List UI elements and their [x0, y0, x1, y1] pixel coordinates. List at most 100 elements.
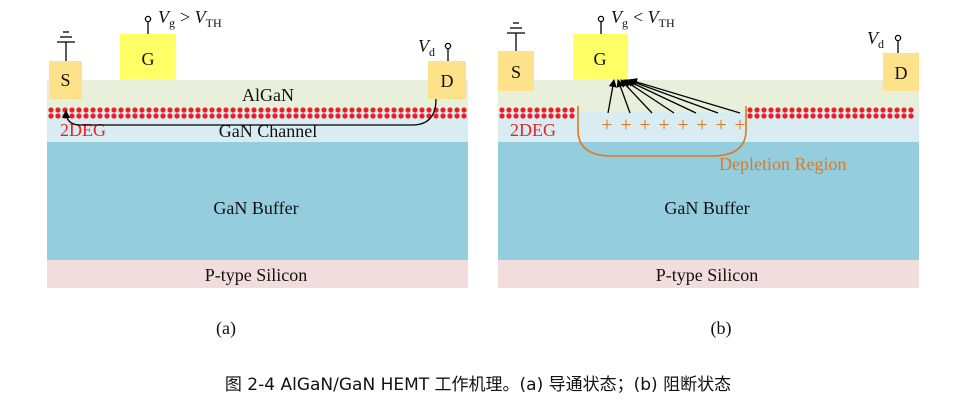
- electron-dot: [541, 107, 547, 113]
- electron-dot: [754, 113, 760, 119]
- electron-dot: [188, 113, 194, 119]
- electron-dot: [775, 113, 781, 119]
- electron-dot: [569, 113, 575, 119]
- electron-dot: [440, 107, 446, 113]
- electron-dot: [69, 107, 75, 113]
- electron-dot: [286, 107, 292, 113]
- source-electrode-a: [49, 61, 82, 99]
- deg-label-b: 2DEG: [510, 120, 556, 140]
- electron-flow-arrow-a: [62, 98, 437, 126]
- electron-dot: [377, 113, 383, 119]
- positive-charge: +: [620, 114, 631, 136]
- gan-buffer-layer-a: [47, 142, 468, 260]
- electron-dot: [887, 107, 893, 113]
- positive-charge: +: [658, 114, 669, 136]
- electron-dot: [328, 107, 334, 113]
- electron-dot: [461, 107, 467, 113]
- electron-dot: [761, 113, 767, 119]
- algan-label-a: AlGaN: [242, 85, 294, 105]
- electron-dot: [97, 107, 103, 113]
- caption-b: (b): [711, 318, 732, 339]
- electron-dot: [279, 107, 285, 113]
- electron-dot: [342, 113, 348, 119]
- drain-voltage-label-b: Vd: [867, 28, 884, 51]
- electron-dot: [513, 113, 519, 119]
- gate-voltage-label-b: Vg < VTH: [611, 7, 675, 30]
- electron-dot: [894, 107, 900, 113]
- electron-dot: [454, 107, 460, 113]
- source-electrode-b: [498, 51, 534, 91]
- electron-dot: [174, 113, 180, 119]
- electron-dot: [300, 107, 306, 113]
- electron-dot: [433, 113, 439, 119]
- electron-dot: [866, 107, 872, 113]
- electron-dot: [845, 113, 851, 119]
- electron-dot: [307, 107, 313, 113]
- electron-dot: [796, 113, 802, 119]
- electron-dot: [230, 113, 236, 119]
- silicon-layer-a: [47, 260, 468, 288]
- electron-dot: [223, 113, 229, 119]
- electron-dot: [146, 113, 152, 119]
- electron-dot: [209, 113, 215, 119]
- electron-dot: [125, 113, 131, 119]
- electron-dot: [440, 113, 446, 119]
- drain-electrode-b: [883, 53, 919, 91]
- electron-dot: [866, 113, 872, 119]
- electron-dot: [810, 107, 816, 113]
- electron-dot: [160, 113, 166, 119]
- electron-dot: [520, 107, 526, 113]
- electron-dot: [258, 113, 264, 119]
- silicon-label-b: P-type Silicon: [656, 265, 759, 285]
- electron-dot: [859, 113, 865, 119]
- electron-dot: [384, 113, 390, 119]
- electron-dot: [747, 107, 753, 113]
- electron-dot: [894, 113, 900, 119]
- electron-dot: [216, 107, 222, 113]
- electron-dot: [824, 107, 830, 113]
- silicon-layer-b: [498, 260, 919, 288]
- electron-dot: [83, 107, 89, 113]
- positive-charges: + + + + + + + +: [601, 114, 745, 136]
- electron-dot: [174, 107, 180, 113]
- electron-dot: [314, 113, 320, 119]
- gan-channel-label-a: GaN Channel: [219, 121, 317, 141]
- electron-dot: [265, 113, 271, 119]
- electron-dot: [188, 107, 194, 113]
- electron-dot: [880, 107, 886, 113]
- electron-dot: [901, 113, 907, 119]
- electron-dot: [562, 113, 568, 119]
- gate-terminal-icon-b: [597, 15, 605, 34]
- electron-dot: [244, 113, 250, 119]
- electron-dot: [251, 107, 257, 113]
- electron-dot: [69, 113, 75, 119]
- electron-dot: [419, 107, 425, 113]
- drain-terminal-icon-b: [894, 34, 902, 53]
- electron-dot: [541, 113, 547, 119]
- electron-dot: [244, 107, 250, 113]
- gate-voltage-label-a: Vg > VTH: [158, 7, 222, 30]
- electron-dot: [775, 107, 781, 113]
- electron-dot: [810, 113, 816, 119]
- electron-dot: [195, 107, 201, 113]
- electron-dot: [506, 107, 512, 113]
- electron-dot: [499, 107, 505, 113]
- electron-dot: [55, 107, 61, 113]
- electron-dot: [520, 113, 526, 119]
- positive-charge: +: [715, 114, 726, 136]
- electron-dot: [153, 113, 159, 119]
- electron-dot: [880, 113, 886, 119]
- electron-dot: [321, 107, 327, 113]
- drain-label-a: D: [441, 71, 454, 91]
- electron-dot: [391, 113, 397, 119]
- electron-dot: [160, 107, 166, 113]
- electron-dot: [831, 113, 837, 119]
- electron-dot: [314, 107, 320, 113]
- electron-dot: [272, 107, 278, 113]
- electron-dot: [845, 107, 851, 113]
- electron-dot: [817, 107, 823, 113]
- electron-dot: [167, 113, 173, 119]
- panel-b: + + + + + + + + S G D Vg < VTH Vd: [498, 7, 919, 339]
- electron-dot: [104, 113, 110, 119]
